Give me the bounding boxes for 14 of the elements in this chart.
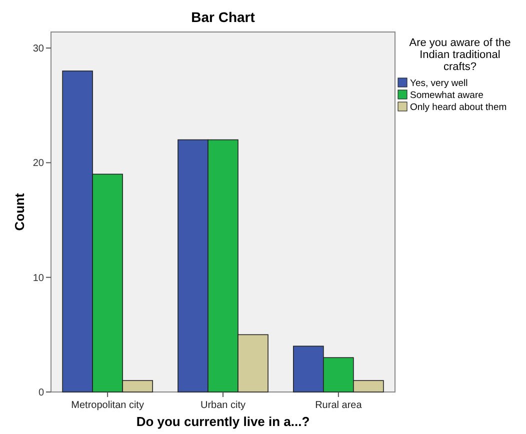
y-tick-label: 20 (32, 158, 44, 170)
y-tick-label: 0 (38, 388, 44, 398)
y-tick-label: 30 (32, 44, 44, 55)
legend-title: Are you aware of the Indian traditional crafts? (409, 37, 511, 73)
legend-label: Only heard about them (410, 102, 507, 113)
y-tick-label: 10 (32, 272, 44, 284)
x-tick-label: Metropolitan city (71, 400, 144, 411)
chart-title: Bar Chart (191, 9, 256, 25)
x-axis-title: Do you currently live in a...? (136, 414, 310, 429)
legend-label: Somewhat aware (410, 90, 484, 101)
x-tick-label: Urban city (200, 400, 246, 411)
y-axis-title: Count (12, 192, 27, 231)
x-tick-label: Rural area (315, 400, 362, 411)
legend-label: Yes, very well (410, 78, 468, 89)
